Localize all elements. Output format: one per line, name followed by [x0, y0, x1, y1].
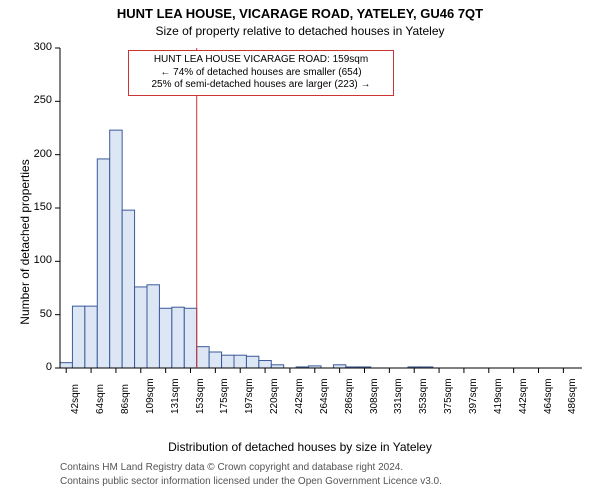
x-tick-label: 197sqm — [244, 378, 255, 414]
y-tick-label: 0 — [0, 361, 52, 373]
y-tick-label: 150 — [0, 201, 52, 213]
histogram-bar — [85, 306, 97, 368]
histogram-bar — [246, 356, 258, 368]
y-tick-label: 200 — [0, 148, 52, 160]
histogram-bar — [60, 363, 72, 368]
y-tick-label: 300 — [0, 41, 52, 53]
histogram-bar — [209, 352, 221, 368]
histogram-bar — [159, 308, 171, 368]
histogram-bar — [197, 347, 209, 368]
x-tick-label: 131sqm — [170, 378, 181, 414]
x-tick-label: 242sqm — [294, 378, 305, 414]
histogram-bar — [184, 308, 196, 368]
x-tick-label: 308sqm — [369, 378, 380, 414]
x-tick-label: 397sqm — [468, 378, 479, 414]
y-tick-label: 100 — [0, 254, 52, 266]
x-tick-label: 153sqm — [195, 378, 206, 414]
x-tick-label: 331sqm — [393, 378, 404, 414]
x-tick-label: 86sqm — [120, 384, 131, 414]
x-tick-label: 375sqm — [443, 378, 454, 414]
y-tick-label: 250 — [0, 94, 52, 106]
x-tick-label: 264sqm — [319, 378, 330, 414]
x-tick-label: 220sqm — [269, 378, 280, 414]
histogram-bar — [259, 361, 271, 368]
y-tick-label: 50 — [0, 308, 52, 320]
histogram-bar — [122, 210, 134, 368]
histogram-bar — [97, 159, 109, 368]
x-tick-label: 109sqm — [145, 378, 156, 414]
marker-annotation: HUNT LEA HOUSE VICARAGE ROAD: 159sqm ← 7… — [128, 50, 394, 96]
x-tick-label: 64sqm — [95, 384, 106, 414]
x-tick-label: 286sqm — [344, 378, 355, 414]
x-tick-label: 42sqm — [70, 384, 81, 414]
histogram-bar — [172, 307, 184, 368]
annotation-line1: HUNT LEA HOUSE VICARAGE ROAD: 159sqm — [135, 54, 387, 67]
histogram-bar — [72, 306, 84, 368]
x-tick-label: 175sqm — [219, 378, 230, 414]
x-tick-label: 353sqm — [418, 378, 429, 414]
histogram-bar — [222, 355, 234, 368]
x-tick-label: 464sqm — [543, 378, 554, 414]
footer-line1: Contains HM Land Registry data © Crown c… — [60, 462, 403, 473]
histogram-bar — [110, 130, 122, 368]
x-tick-label: 486sqm — [567, 378, 578, 414]
histogram-bar — [234, 355, 246, 368]
annotation-line2: ← 74% of detached houses are smaller (65… — [135, 67, 387, 80]
x-tick-label: 419sqm — [493, 378, 504, 414]
footer-line2: Contains public sector information licen… — [60, 476, 442, 487]
x-tick-label: 442sqm — [518, 378, 529, 414]
histogram-bar — [147, 285, 159, 368]
histogram-bar — [135, 287, 147, 368]
annotation-line3: 25% of semi-detached houses are larger (… — [135, 79, 387, 92]
